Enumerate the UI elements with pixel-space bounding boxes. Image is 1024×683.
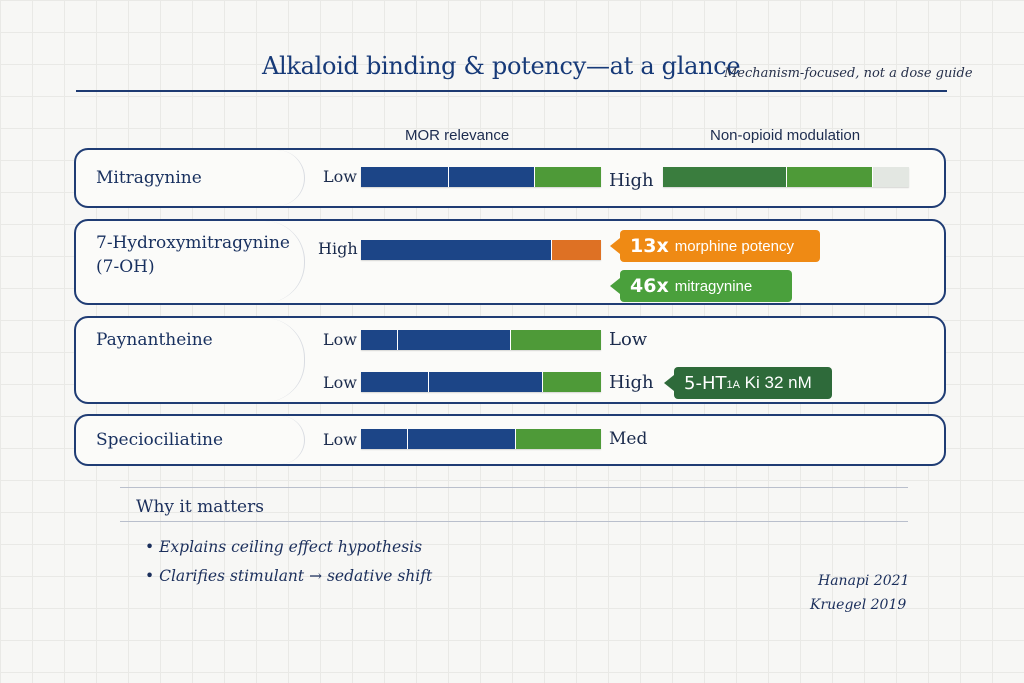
bar-segment (361, 330, 398, 350)
callout-receptor: 5-HT (684, 372, 727, 394)
bar-segment (429, 372, 543, 392)
secondary-high-label: High (609, 372, 654, 393)
callout-value: Ki 32 nM (739, 373, 812, 392)
mor-high-label: Med (609, 429, 648, 449)
bar-segment (787, 167, 873, 187)
bar-segment (511, 330, 601, 350)
mor-relevance-bar (361, 167, 601, 187)
bar-segment (543, 372, 601, 392)
reference: Kruegel 2019 (810, 597, 907, 613)
alkaloid-name: Speciociliatine (96, 430, 224, 450)
bullet-dot-icon: • (145, 538, 155, 556)
non-opioid-modulation-bar (663, 167, 909, 187)
callout-text: mitragynine (674, 277, 753, 295)
alkaloid-name-line2: (7-OH) (96, 257, 155, 277)
name-cell (76, 150, 305, 206)
callout-subscript: 1A (726, 379, 740, 391)
title-divider (76, 90, 947, 92)
name-cell (76, 318, 305, 402)
mor-relevance-bar (361, 330, 601, 350)
name-cell (76, 416, 305, 464)
bar-segment (873, 167, 909, 187)
bar-segment (361, 372, 429, 392)
bar-segment (361, 167, 449, 187)
reference: Hanapi 2021 (818, 573, 910, 589)
why-it-matters-heading: Why it matters (136, 497, 264, 517)
alkaloid-name-line1: 7-Hydroxymitragynine (96, 233, 290, 253)
mor-relevance-bar (361, 240, 601, 260)
receptor-affinity-callout: 5-HT 1A Ki 32 nM (664, 367, 832, 399)
bar-segment (663, 167, 787, 187)
bar-segment (535, 167, 601, 187)
alkaloid-name: Paynantheine (96, 330, 213, 350)
bar-segment (552, 240, 601, 260)
mor-low-label: Low (323, 167, 357, 186)
list-item: • Explains ceiling effect hypothesis (145, 538, 422, 556)
section-divider-top (120, 487, 908, 488)
section-divider-bottom (120, 521, 908, 522)
bullet-text: Explains ceiling effect hypothesis (159, 538, 423, 556)
mor-high-label: Low (609, 329, 648, 350)
page-title: Alkaloid binding & potency—at a glance (262, 52, 741, 80)
secondary-bar (361, 372, 601, 392)
secondary-low-label: Low (323, 373, 357, 392)
callout-multiplier: 13x (630, 235, 669, 257)
mor-high-label: High (609, 170, 654, 191)
name-cell (76, 221, 305, 303)
bar-segment (408, 429, 516, 449)
column-header-non-opioid: Non-opioid modulation (710, 127, 861, 144)
list-item: • Clarifies stimulant → sedative shift (145, 567, 432, 585)
bullet-text: Clarifies stimulant → sedative shift (159, 567, 433, 585)
mor-relevance-bar (361, 429, 601, 449)
mor-low-label: Low (323, 330, 357, 349)
bar-segment (361, 240, 552, 260)
column-header-mor: MOR relevance (405, 127, 510, 144)
bar-segment (361, 429, 408, 449)
bullet-dot-icon: • (145, 567, 155, 585)
bar-segment (449, 167, 535, 187)
potency-callout-morphine: 13x morphine potency (610, 230, 820, 262)
mor-low-label: Low (323, 430, 357, 449)
alkaloid-row-speciociliatine: Speciociliatine (74, 414, 946, 466)
bar-segment (398, 330, 511, 350)
bar-segment (516, 429, 601, 449)
callout-multiplier: 46x (630, 275, 669, 297)
page-subtitle: Mechanism-focused, not a dose guide (724, 66, 973, 81)
mor-level-label: High (318, 239, 358, 258)
callout-text: morphine potency (674, 237, 794, 255)
potency-callout-mitragynine: 46x mitragynine (610, 270, 792, 302)
alkaloid-name: Mitragynine (96, 168, 202, 188)
